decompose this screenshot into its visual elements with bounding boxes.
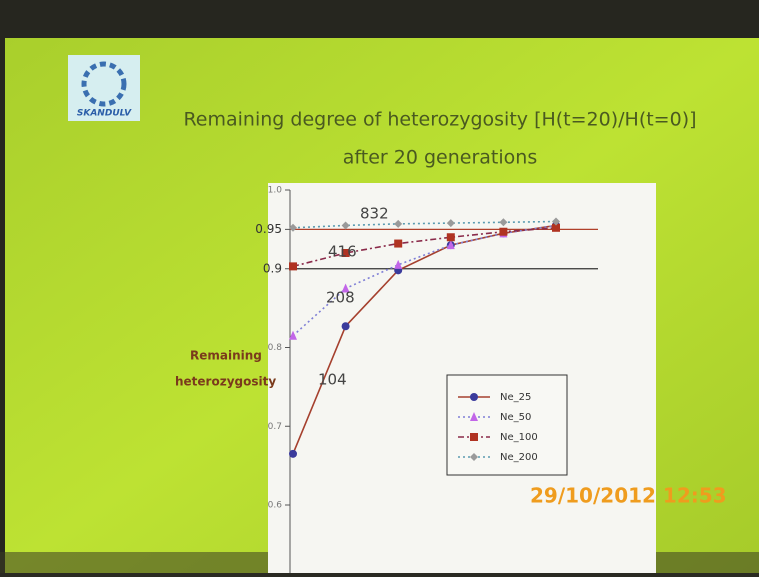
legend: Ne_25 Ne_50 Ne_100 Ne_200	[447, 375, 567, 475]
chart-title: Remaining degree of heterozygosity [H(t=…	[183, 109, 696, 131]
y-tick-label: 0.95	[255, 222, 282, 236]
chart-title: after 20 generations	[343, 147, 537, 169]
marker	[470, 393, 478, 401]
marker	[470, 433, 478, 441]
marker	[499, 228, 507, 236]
y-axis-label: Remaining	[190, 349, 262, 363]
y-tick-label: 0.9	[263, 261, 282, 275]
annotation: 832	[360, 205, 389, 223]
y-tick-label: 0.7	[268, 422, 282, 432]
marker	[342, 322, 350, 330]
logo: SKANDULV	[68, 55, 140, 121]
slide: SKANDULV Remaining degree of heterozygos…	[0, 0, 759, 573]
annotation: 104	[318, 371, 347, 389]
y-tick-label: 0.6	[268, 501, 283, 511]
legend-label: Ne_50	[500, 412, 531, 423]
logo-text: SKANDULV	[77, 109, 132, 119]
legend-label: Ne_25	[500, 392, 531, 403]
legend-label: Ne_100	[500, 432, 538, 443]
marker	[447, 233, 455, 241]
y-axis-label: heterozygosity	[175, 375, 276, 389]
legend-label: Ne_200	[500, 452, 538, 463]
photo: SKANDULV Remaining degree of heterozygos…	[0, 0, 759, 573]
marker	[289, 262, 297, 270]
annotation: 416	[328, 243, 357, 261]
annotation: 208	[326, 289, 355, 307]
y-tick-label: 1.0	[268, 186, 283, 196]
y-tick-label: 0.8	[268, 343, 283, 353]
marker	[289, 450, 297, 458]
timestamp: 29/10/2012 12:53	[530, 484, 727, 508]
marker	[394, 240, 402, 248]
